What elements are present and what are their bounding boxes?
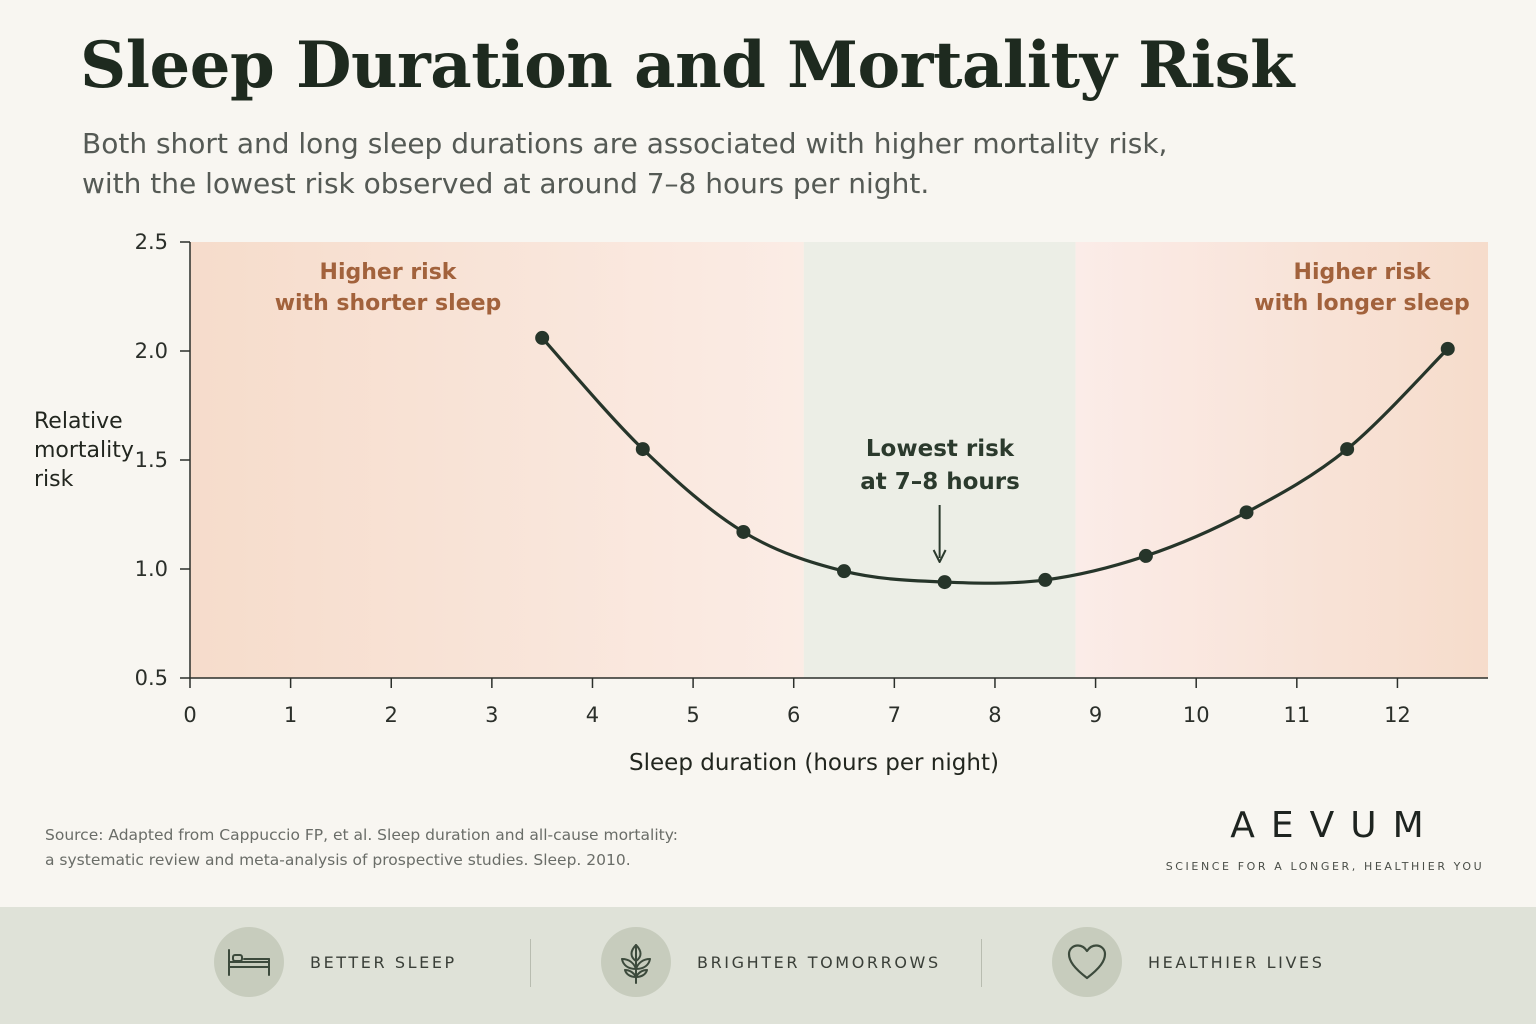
data-point — [937, 575, 952, 590]
feature-label: BETTER SLEEP — [310, 953, 457, 972]
x-tick-label: 4 — [586, 703, 599, 727]
y-tick-label: 2.0 — [135, 339, 168, 363]
y-axis-label-line: mortality — [34, 438, 134, 463]
data-point — [837, 564, 852, 579]
sprout-icon — [601, 927, 671, 997]
x-tick-label: 10 — [1183, 703, 1210, 727]
x-tick-label: 9 — [1089, 703, 1102, 727]
x-tick-label: 11 — [1283, 703, 1310, 727]
y-tick-label: 1.5 — [135, 448, 168, 472]
footer-divider — [530, 939, 531, 987]
annotation-long-sleep: Higher risk with longer sleep — [1254, 260, 1469, 316]
annotation-lowest-risk: Lowest risk at 7–8 hours — [860, 436, 1020, 495]
x-tick-label: 0 — [183, 703, 196, 727]
long-sleep-risk-zone — [1075, 242, 1488, 678]
brand-logo: AEVUM — [1230, 805, 1440, 846]
y-axis-label: Relative mortality risk — [34, 407, 144, 494]
risk-curve-line — [540, 336, 1450, 585]
source-citation: Source: Adapted from Cappuccio FP, et al… — [45, 823, 745, 873]
annotation-short-sleep: Higher risk with shorter sleep — [275, 260, 502, 316]
short-sleep-risk-zone — [190, 242, 804, 678]
risk-chart: 0 1 2 3 4 5 6 7 8 9 10 11 120.51.01.52.02.5 Higher r… — [135, 230, 1488, 727]
subtitle-line: with the lowest risk observed at around … — [82, 167, 930, 200]
annotation-lowest-risk-line: Lowest risk — [866, 436, 1015, 462]
data-point — [736, 524, 751, 539]
page-subtitle: Both short and long sleep durations are … — [82, 124, 1282, 204]
x-tick-label: 7 — [888, 703, 901, 727]
x-tick-label: 12 — [1384, 703, 1411, 727]
x-tick-label: 6 — [787, 703, 800, 727]
page-title: Sleep Duration and Mortality Risk — [80, 28, 1294, 103]
feature-label: HEALTHIER LIVES — [1148, 953, 1325, 972]
data-point — [1440, 341, 1455, 356]
annotation-short-sleep-line: Higher risk — [320, 260, 458, 285]
x-tick-label: 2 — [385, 703, 398, 727]
data-point — [635, 442, 650, 457]
data-point — [535, 330, 550, 345]
lowest-risk-band — [803, 242, 1076, 678]
data-point — [1340, 442, 1355, 457]
annotation-long-sleep-line: Higher risk — [1294, 260, 1432, 285]
subtitle-line: Both short and long sleep durations are … — [82, 127, 1168, 160]
x-axis-label: Sleep duration (hours per night) — [629, 750, 999, 776]
annotation-lowest-risk-line: at 7–8 hours — [860, 469, 1020, 495]
footer-bar: BETTER SLEEP BRIGHTER TOMORROWS HEALTHIE… — [0, 907, 1536, 1024]
feature-label: BRIGHTER TOMORROWS — [697, 953, 941, 972]
data-point — [1239, 505, 1254, 520]
lowest-risk-arrowhead — [932, 549, 947, 563]
y-axis-label-line: risk — [34, 467, 74, 492]
heart-icon — [1052, 927, 1122, 997]
y-tick-label: 2.5 — [135, 230, 168, 254]
x-tick-label: 3 — [485, 703, 498, 727]
x-tick-label: 8 — [988, 703, 1001, 727]
y-tick-label: 1.0 — [135, 557, 168, 581]
data-point — [1038, 572, 1053, 587]
y-tick-label: 0.5 — [135, 666, 168, 690]
x-tick-label: 5 — [686, 703, 699, 727]
footer-divider — [981, 939, 982, 987]
brand-tagline: SCIENCE FOR A LONGER, HEALTHIER YOU — [1165, 860, 1485, 873]
source-line: Source: Adapted from Cappuccio FP, et al… — [45, 826, 678, 844]
annotation-short-sleep-line: with shorter sleep — [275, 291, 502, 316]
x-tick-label: 1 — [284, 703, 297, 727]
source-line: a systematic review and meta-analysis of… — [45, 851, 631, 869]
y-axis-label-line: Relative — [34, 409, 123, 434]
bed-icon — [214, 927, 284, 997]
data-point — [1138, 548, 1153, 563]
annotation-long-sleep-line: with longer sleep — [1254, 291, 1469, 316]
